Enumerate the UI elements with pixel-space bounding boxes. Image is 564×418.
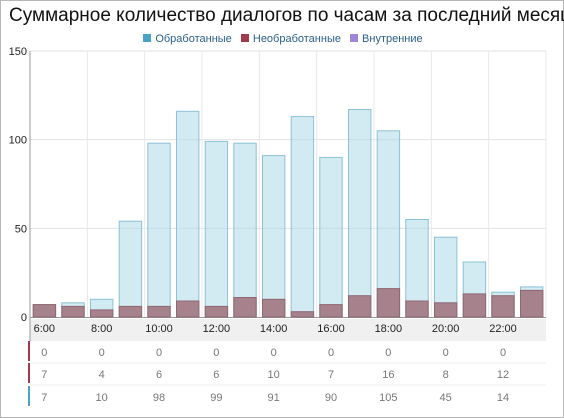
table-cell: 7: [41, 369, 47, 381]
legend-swatch-internal: [350, 34, 359, 42]
bar-unprocessed: [376, 288, 401, 318]
table-cell: 16: [382, 369, 394, 381]
table-cell: 0: [328, 347, 334, 359]
bar-processed: [319, 156, 343, 318]
table-cell: 0: [213, 347, 219, 359]
table-cell: 14: [497, 392, 509, 404]
bar-unprocessed: [90, 309, 114, 318]
bar-unprocessed: [348, 295, 372, 318]
bar-unprocessed: [290, 311, 315, 318]
legend-label-internal: Внутренние: [362, 33, 423, 45]
bar-unprocessed: [204, 305, 229, 318]
bar-unprocessed: [319, 304, 343, 318]
table-cell: 10: [268, 369, 280, 381]
y-tick-label: 100: [9, 135, 27, 147]
bar-unprocessed: [491, 295, 515, 318]
table-cell: 0: [271, 347, 277, 359]
table-cell: 4: [99, 369, 105, 381]
x-tick-label: 10:00: [145, 323, 173, 335]
x-tick-label: 6:00: [34, 323, 55, 335]
bar-processed: [290, 116, 315, 318]
table-cell: 98: [153, 392, 165, 404]
table-cell: 8: [443, 369, 449, 381]
x-tick-label: 16:00: [317, 323, 345, 335]
x-tick-label: 18:00: [375, 323, 403, 335]
table-cell: 12: [497, 369, 509, 381]
table-cell: 105: [379, 392, 397, 404]
table-cell: 0: [500, 347, 506, 359]
x-axis: 6:00 8:00 10:00 12:00 14:00 16:00 18:00 20:00 22…: [34, 323, 517, 335]
bar-processed: [147, 142, 171, 318]
x-tick-label: 14:00: [260, 323, 288, 335]
legend-label-processed: Обработанные: [155, 33, 232, 45]
table-cell: 10: [96, 392, 108, 404]
table-cell: 6: [156, 369, 162, 381]
y-tick-label: 50: [15, 223, 27, 235]
bar-processed: [262, 155, 286, 318]
x-tick-label: 12:00: [203, 323, 231, 335]
x-tick-label: 20:00: [432, 323, 460, 335]
x-axis-band: [30, 319, 546, 341]
y-tick-label: 0: [21, 312, 27, 324]
bar-unprocessed: [147, 305, 171, 318]
legend-swatch-processed: [143, 34, 152, 42]
legend-item-unprocessed[interactable]: Необработанные: [240, 33, 341, 45]
bar-processed: [348, 109, 372, 318]
legend-label-unprocessed: Необработанные: [252, 33, 341, 45]
bar-unprocessed: [262, 298, 286, 318]
table-cell: 99: [210, 392, 222, 404]
table-cell: 0: [443, 347, 449, 359]
bars: [32, 109, 544, 318]
legend-item-internal[interactable]: Внутренние: [350, 33, 423, 45]
legend-item-processed[interactable]: Обработанные: [143, 33, 232, 45]
y-tick-label: 150: [9, 46, 27, 58]
bar-unprocessed: [434, 302, 458, 318]
bar-unprocessed: [520, 289, 544, 318]
y-axis: 0 50 100 150: [9, 46, 546, 341]
table-cell: 90: [325, 392, 337, 404]
table-row-marker: [28, 363, 30, 383]
legend-swatch-unprocessed: [240, 34, 249, 42]
bar-unprocessed: [32, 304, 57, 318]
legend: Обработанные Необработанные Внутренние: [1, 33, 564, 45]
table-cell: 7: [41, 392, 47, 404]
bar-unprocessed: [405, 300, 429, 318]
table-cell: 0: [385, 347, 391, 359]
table-cell: 7: [328, 369, 334, 381]
bar-unprocessed: [61, 305, 85, 318]
bar-unprocessed: [233, 297, 257, 318]
table-cell: 91: [268, 392, 280, 404]
table-cell: 45: [440, 392, 452, 404]
table-row-marker: [28, 341, 30, 361]
bar-unprocessed: [462, 293, 487, 318]
x-tick-label: 22:00: [489, 323, 517, 335]
bar-processed: [176, 110, 200, 318]
table-row-marker: [28, 386, 30, 406]
bar-processed: [204, 140, 229, 318]
table-cell: 6: [213, 369, 219, 381]
x-tick-label: 8:00: [91, 323, 112, 335]
bar-processed: [233, 142, 257, 318]
bar-processed: [118, 220, 143, 318]
bar-unprocessed: [118, 305, 143, 318]
table-cell: 0: [41, 347, 47, 359]
bar-unprocessed: [176, 300, 200, 318]
table-cell: 0: [99, 347, 105, 359]
chart-title: Суммарное количество диалогов по часам з…: [9, 5, 564, 26]
table-cell: 0: [156, 347, 162, 359]
data-table: 0 0 0 0 0 0 0 0 0 7 4 6 6 10 7 16 8 12 7 10 98 99 91 90 105 45 14: [28, 341, 546, 406]
